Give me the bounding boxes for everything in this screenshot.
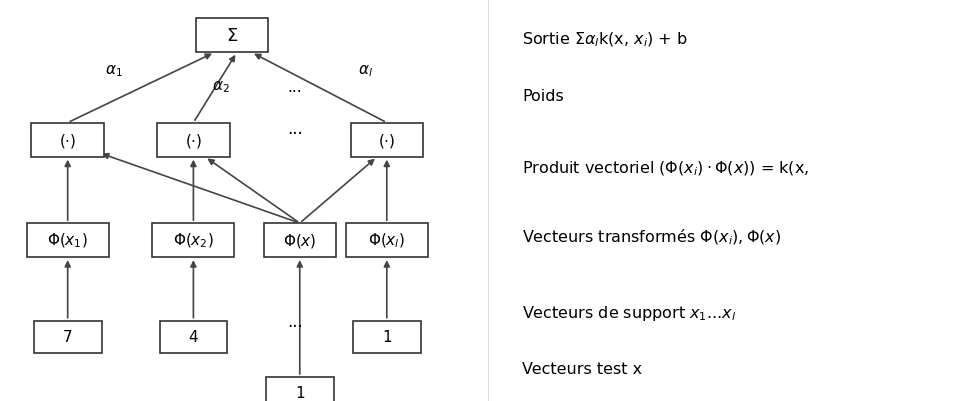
FancyBboxPatch shape xyxy=(32,124,104,157)
FancyBboxPatch shape xyxy=(158,124,230,157)
Text: $(\cdot)$: $(\cdot)$ xyxy=(59,132,76,149)
Text: 1: 1 xyxy=(382,329,392,344)
Text: 1: 1 xyxy=(295,385,305,401)
Text: 7: 7 xyxy=(63,329,73,344)
Text: $\Sigma$: $\Sigma$ xyxy=(226,27,238,45)
Text: $\Phi(x_2)$: $\Phi(x_2)$ xyxy=(173,231,214,250)
Text: ...: ... xyxy=(287,80,303,95)
Text: $(\cdot)$: $(\cdot)$ xyxy=(185,132,202,149)
Text: ...: ... xyxy=(287,119,303,137)
FancyBboxPatch shape xyxy=(34,321,102,353)
Text: Vecteurs transformés $\Phi(x_i), \Phi(x)$: Vecteurs transformés $\Phi(x_i), \Phi(x)… xyxy=(522,227,781,246)
FancyBboxPatch shape xyxy=(195,19,268,53)
Text: 4: 4 xyxy=(189,329,198,344)
FancyBboxPatch shape xyxy=(160,321,227,353)
Text: $\alpha_l$: $\alpha_l$ xyxy=(358,63,373,79)
Text: Vecteurs de support $x_1$...$x_l$: Vecteurs de support $x_1$...$x_l$ xyxy=(522,303,737,322)
Text: Vecteurs test x: Vecteurs test x xyxy=(522,361,642,377)
Text: $\alpha_2$: $\alpha_2$ xyxy=(212,79,229,95)
FancyBboxPatch shape xyxy=(153,223,235,257)
FancyBboxPatch shape xyxy=(351,124,424,157)
Text: $\Phi(x_1)$: $\Phi(x_1)$ xyxy=(47,231,88,250)
FancyBboxPatch shape xyxy=(263,223,337,257)
Text: Produit vectoriel ($\Phi(x_i)\cdot\Phi(x)$) = k(x,: Produit vectoriel ($\Phi(x_i)\cdot\Phi(x… xyxy=(522,159,809,178)
FancyBboxPatch shape xyxy=(346,223,428,257)
FancyBboxPatch shape xyxy=(353,321,421,353)
Text: ...: ... xyxy=(287,312,303,330)
FancyBboxPatch shape xyxy=(27,223,109,257)
Text: $(\cdot)$: $(\cdot)$ xyxy=(378,132,396,149)
Text: $\alpha_1$: $\alpha_1$ xyxy=(105,63,123,79)
Text: Poids: Poids xyxy=(522,89,564,104)
FancyBboxPatch shape xyxy=(266,377,334,401)
Text: $\Phi(x_l)$: $\Phi(x_l)$ xyxy=(368,231,405,250)
Text: Sortie $\Sigma\alpha_l$k(x, $x_i$) + b: Sortie $\Sigma\alpha_l$k(x, $x_i$) + b xyxy=(522,31,688,49)
Text: $\Phi(x)$: $\Phi(x)$ xyxy=(283,232,316,249)
